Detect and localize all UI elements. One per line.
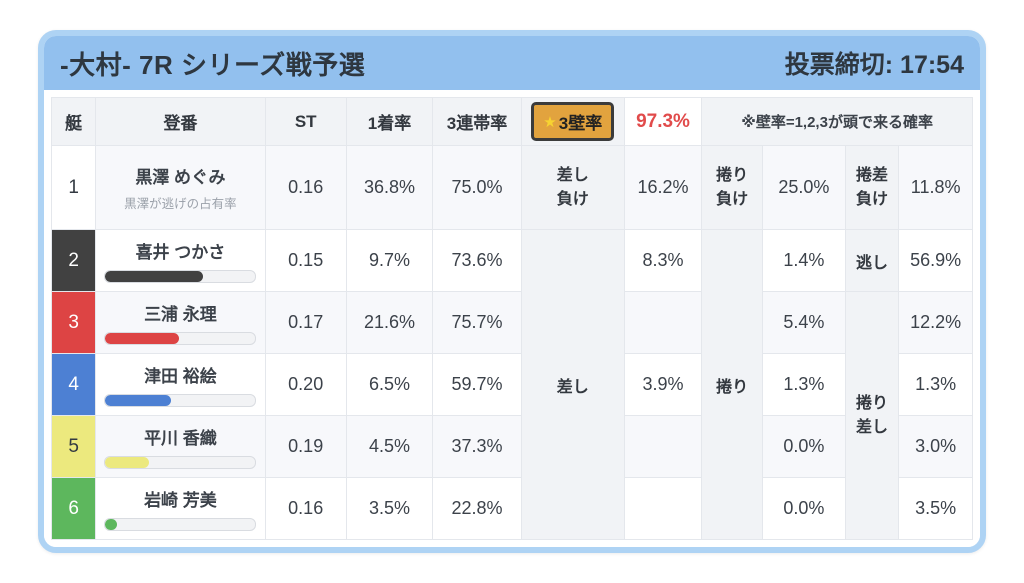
label-nigashi: 逃し xyxy=(844,229,900,292)
top3-rate-cell: 75.0% xyxy=(432,145,522,230)
st-cell: 0.16 xyxy=(264,477,347,540)
racer-subtitle: 黒澤が逃げの占有率 xyxy=(124,197,237,211)
stats-table: 艇 登番 ST 1着率 3連帯率 ★ 3壁率 97.3% ※壁率=1,2,3が頭で… xyxy=(50,97,973,540)
win-rate-cell: 3.5% xyxy=(345,477,434,540)
makuri-value: 1.3% xyxy=(761,353,846,416)
st-cell: 0.16 xyxy=(264,145,347,230)
label-sashi-lose: 差し 負け xyxy=(520,145,625,230)
top3-rate-cell: 22.8% xyxy=(432,477,522,540)
racer-name: 津田 裕絵 xyxy=(144,367,217,386)
table-row-boat-2: 2 喜井 つかさ 0.15 9.7% 73.6% 差し 8.3% 捲り 1.4%… xyxy=(50,229,973,540)
makurizashi-lose-value: 11.8% xyxy=(898,145,973,230)
sashi-value xyxy=(623,477,703,540)
boat-number: 2 xyxy=(50,229,97,292)
makuri-lose-value: 25.0% xyxy=(761,145,846,230)
col-header-boat: 艇 xyxy=(50,97,97,146)
race-title: -大村- 7R シリーズ戦予選 xyxy=(60,49,366,80)
sashi-value xyxy=(623,291,703,354)
st-cell: 0.17 xyxy=(264,291,347,354)
share-bar-fill xyxy=(105,271,203,282)
racer-name: 黒澤 めぐみ xyxy=(135,168,226,187)
table-row-boat-6: 6 岩崎 芳美 0.16 3.5% 22.8% 0.0% 3.5% xyxy=(50,477,973,540)
share-bar-track xyxy=(104,394,257,407)
makuri-value: 0.0% xyxy=(761,477,846,540)
win-rate-cell: 21.6% xyxy=(345,291,434,354)
boat-number: 1 xyxy=(50,145,97,230)
st-cell: 0.20 xyxy=(264,353,347,416)
share-bar-track xyxy=(104,270,257,283)
sashi-lose-value: 16.2% xyxy=(623,145,703,230)
racer-cell: 喜井 つかさ xyxy=(95,229,266,292)
nigashi-value: 56.9% xyxy=(898,229,973,292)
racer-cell: 平川 香織 xyxy=(95,415,266,478)
vote-deadline: 投票締切: 17:54 xyxy=(784,51,964,79)
makurizashi-value: 12.2% xyxy=(898,291,973,354)
boat-number: 4 xyxy=(50,353,97,416)
col-header-top3-rate: 3連帯率 xyxy=(432,97,522,146)
wall-rate-note: ※壁率=1,2,3が頭で来る確率 xyxy=(741,114,933,131)
share-bar-track xyxy=(104,518,257,531)
col-header-win-rate: 1着率 xyxy=(345,97,434,146)
st-cell: 0.15 xyxy=(264,229,347,292)
wall-rate-label: 3壁率 xyxy=(558,114,603,133)
racer-name: 三浦 永理 xyxy=(144,305,217,324)
col-header-st: ST xyxy=(264,97,347,146)
table-row-boat-1: 1 黒澤 めぐみ 黒澤が逃げの占有率 0.16 36.8% 75.0% 差し 負… xyxy=(50,145,973,230)
share-bar-track xyxy=(104,332,257,345)
label-makuri: 捲り xyxy=(701,229,763,540)
stats-table-wrap: 艇 登番 ST 1着率 3連帯率 ★ 3壁率 97.3% ※壁率=1,2,3が頭で… xyxy=(44,90,980,547)
boat-number: 6 xyxy=(50,477,97,540)
makuri-value: 1.4% xyxy=(761,229,846,292)
boat-number: 5 xyxy=(50,415,97,478)
table-row-boat-3: 3 三浦 永理 0.17 21.6% 75.7% 5.4% 捲り 差し 12.2… xyxy=(50,291,973,540)
wall-rate-button[interactable]: ★ 3壁率 xyxy=(531,102,615,141)
wall-rate-note-cell: ※壁率=1,2,3が頭で来る確率 xyxy=(701,97,973,146)
win-rate-cell: 4.5% xyxy=(345,415,434,478)
share-bar-track xyxy=(104,456,257,469)
wall-rate-value-cell: 97.3% xyxy=(623,97,703,146)
label-makurizashi-lose: 捲差 負け xyxy=(844,145,900,230)
race-card-header: -大村- 7R シリーズ戦予選 投票締切: 17:54 xyxy=(44,36,980,90)
win-rate-cell: 6.5% xyxy=(345,353,434,416)
racer-cell: 黒澤 めぐみ 黒澤が逃げの占有率 xyxy=(95,145,266,230)
boat-number: 3 xyxy=(50,291,97,354)
top3-rate-cell: 75.7% xyxy=(432,291,522,354)
label-makurizashi: 捲り 差し xyxy=(844,291,900,540)
top3-rate-cell: 59.7% xyxy=(432,353,522,416)
racer-name: 岩崎 芳美 xyxy=(144,491,217,510)
st-cell: 0.19 xyxy=(264,415,347,478)
header-row: 艇 登番 ST 1着率 3連帯率 ★ 3壁率 97.3% ※壁率=1,2,3が頭で… xyxy=(50,97,973,146)
top3-rate-cell: 73.6% xyxy=(432,229,522,292)
win-rate-cell: 36.8% xyxy=(345,145,434,230)
makuri-value: 0.0% xyxy=(761,415,846,478)
makurizashi-value: 3.5% xyxy=(898,477,973,540)
sashi-value: 8.3% xyxy=(623,229,703,292)
share-bar-fill xyxy=(105,457,149,468)
makurizashi-value: 1.3% xyxy=(898,353,973,416)
label-makuri-lose: 捲り 負け xyxy=(701,145,763,230)
wall-rate-value: 97.3% xyxy=(636,110,690,132)
col-header-wall-rate: ★ 3壁率 xyxy=(520,97,625,146)
racer-name: 平川 香織 xyxy=(144,429,217,448)
win-rate-cell: 9.7% xyxy=(345,229,434,292)
racer-cell: 三浦 永理 xyxy=(95,291,266,354)
racer-cell: 岩崎 芳美 xyxy=(95,477,266,540)
race-card: -大村- 7R シリーズ戦予選 投票締切: 17:54 艇 登番 ST 1着率 … xyxy=(38,30,986,553)
racer-name: 喜井 つかさ xyxy=(135,243,226,262)
share-bar-fill xyxy=(105,395,172,406)
share-bar-fill xyxy=(105,333,179,344)
top3-rate-cell: 37.3% xyxy=(432,415,522,478)
sashi-value xyxy=(623,415,703,478)
share-bar-fill xyxy=(105,519,118,530)
star-icon: ★ xyxy=(543,113,557,131)
table-row-boat-5: 5 平川 香織 0.19 4.5% 37.3% 0.0% 3.0% xyxy=(50,415,973,478)
table-row-boat-4: 4 津田 裕絵 0.20 6.5% 59.7% 3.9% 1.3% 1.3% xyxy=(50,353,973,416)
col-header-racer: 登番 xyxy=(95,97,266,146)
label-sashi: 差し xyxy=(520,229,625,540)
racer-cell: 津田 裕絵 xyxy=(95,353,266,416)
makurizashi-value: 3.0% xyxy=(898,415,973,478)
makuri-value: 5.4% xyxy=(761,291,846,354)
sashi-value: 3.9% xyxy=(623,353,703,416)
